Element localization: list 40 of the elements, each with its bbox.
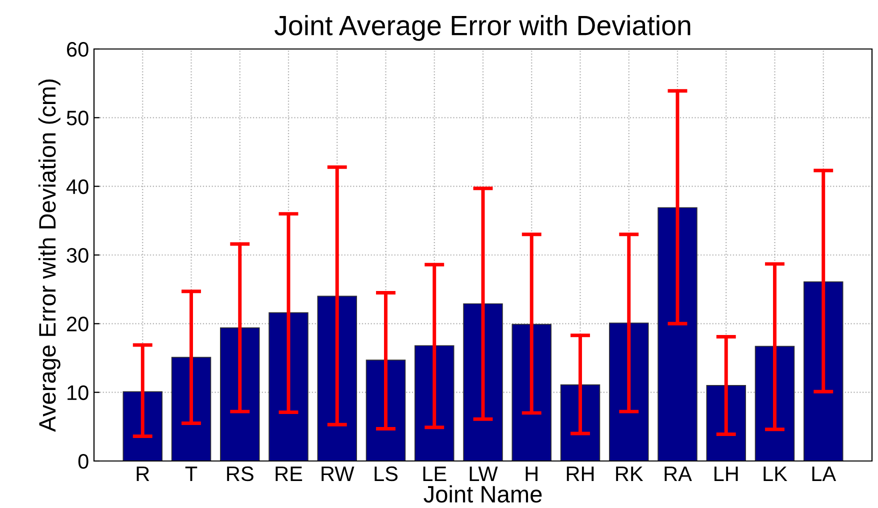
x-tick-label: LW <box>470 466 498 481</box>
y-axis-title: Average Error with Deviation (cm) <box>38 80 60 432</box>
x-tick-label: RH <box>566 466 594 481</box>
bar <box>609 322 649 461</box>
bar <box>171 356 212 461</box>
bar <box>512 324 552 461</box>
y-tick-label: 50 <box>66 110 88 126</box>
x-tick-label: LE <box>423 466 446 481</box>
bar <box>804 281 844 461</box>
x-tick-label: LH <box>714 466 738 481</box>
x-tick-label: T <box>185 466 198 481</box>
bar <box>268 312 308 461</box>
x-tick-label: LK <box>764 466 788 481</box>
y-tick-label: 60 <box>67 42 88 57</box>
chart-title: Joint Average Error with Deviation <box>274 14 690 41</box>
y-tick-label: 10 <box>68 385 88 400</box>
x-tick-label: RE <box>276 466 302 481</box>
x-tick-label: H <box>526 466 538 481</box>
bar <box>317 296 357 461</box>
x-tick-label: RA <box>664 466 692 481</box>
bar <box>414 345 454 461</box>
y-tick-label: 30 <box>66 248 88 263</box>
x-tick-label: RS <box>227 466 254 482</box>
x-tick-label: LS <box>374 466 398 482</box>
bar <box>122 391 162 461</box>
x-tick-label: RK <box>616 466 644 481</box>
bar <box>706 385 746 461</box>
y-tick-label: 40 <box>66 179 88 194</box>
x-axis-title: Joint Name <box>424 485 542 503</box>
bar <box>658 207 698 461</box>
x-tick-label: R <box>136 466 150 481</box>
y-tick-label: 0 <box>78 454 88 469</box>
bar <box>560 384 600 461</box>
bar <box>366 360 406 461</box>
y-tick-label: 20 <box>67 316 88 332</box>
bar <box>220 327 260 461</box>
bar <box>754 346 795 461</box>
bar <box>463 303 503 461</box>
x-tick-label: RW <box>322 466 354 481</box>
x-tick-label: LA <box>812 466 836 481</box>
